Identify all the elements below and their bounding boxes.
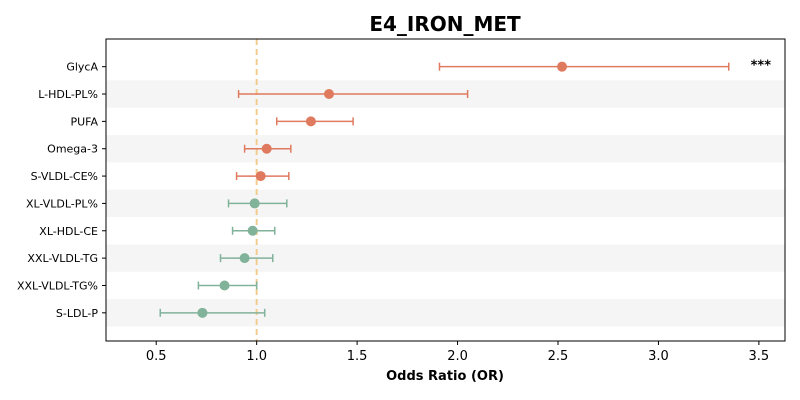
x-tick-label: 1.0 [246,349,267,364]
plot-frame [105,38,786,342]
or-point [557,61,568,72]
row-band [106,189,785,218]
estimate-row [243,143,292,154]
or-point [323,89,334,100]
estimate-row [276,116,354,127]
category-label: PUFA [70,115,98,128]
category-label: L-HDL-PL% [38,88,98,101]
estimate-row [438,61,730,72]
row-bands [106,80,785,327]
or-point [255,171,266,182]
row-band [106,135,785,163]
estimate-row [197,280,258,291]
category-label: XXL-VLDL-TG [27,252,98,265]
x-tick-label: 3.5 [749,349,770,364]
category-label: S-LDL-P [56,307,98,320]
or-point [261,143,272,154]
estimate-row [231,225,276,236]
x-tick-label: 0.5 [146,349,167,364]
x-axis-label: Odds Ratio (OR) [386,369,504,384]
category-label: XL-VLDL-PL% [26,197,98,210]
estimate-row [237,89,469,100]
category-label: Omega-3 [47,143,98,156]
axes: GlycA L-HDL-PL% PUFA Omega-3 S-VLDL-CE% XL-VL… [17,38,786,364]
category-label: XL-HDL-CE [39,225,98,238]
estimate-row [235,171,290,182]
or-point [219,280,230,291]
category-label: XXL-VLDL-TG% [17,279,98,292]
x-tick-label: 1.5 [347,349,368,364]
row-band [106,244,785,272]
estimate-row [219,253,274,264]
estimate-marks: *** [159,59,772,318]
or-point [239,253,250,264]
category-label: S-VLDL-CE% [31,170,98,183]
or-point [247,225,258,236]
chart-title: E4_IRON_MET [369,12,521,36]
estimate-row [227,198,288,209]
or-point [305,116,316,127]
significance-label: *** [751,59,772,74]
or-point [197,307,208,318]
x-tick-label: 3.0 [648,349,669,364]
x-tick-label: 2.0 [447,349,468,364]
or-point [249,198,260,209]
estimate-row [159,307,266,318]
x-tick-label: 2.5 [548,349,569,364]
category-label: GlycA [66,61,98,74]
